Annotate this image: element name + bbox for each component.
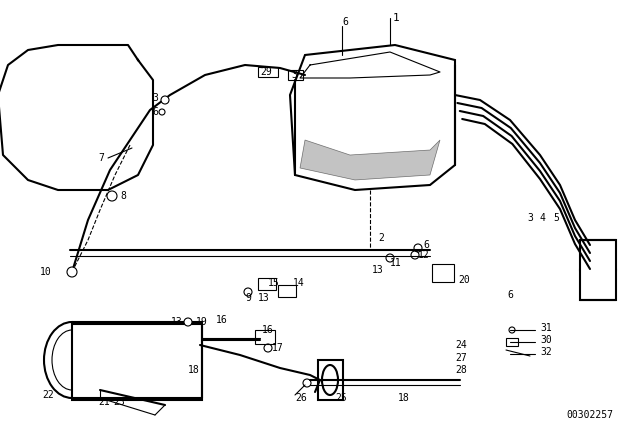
Text: 27: 27 (455, 353, 467, 363)
Text: 20: 20 (458, 275, 470, 285)
Ellipse shape (322, 365, 338, 395)
Bar (72, 324, 202, 400)
Bar (278, 285, 296, 297)
Text: 6: 6 (152, 107, 158, 117)
Text: 6: 6 (423, 240, 429, 250)
Bar (506, 338, 518, 346)
Bar (288, 70, 303, 80)
Text: 28: 28 (455, 365, 467, 375)
Ellipse shape (580, 242, 616, 298)
Text: 26: 26 (295, 393, 307, 403)
Text: 21: 21 (98, 397, 109, 407)
Text: 3: 3 (527, 213, 533, 223)
Text: 18: 18 (188, 365, 200, 375)
Text: 13: 13 (372, 265, 384, 275)
Ellipse shape (44, 322, 100, 398)
Text: 29: 29 (260, 67, 272, 77)
Text: 12: 12 (418, 250, 429, 260)
Text: 18: 18 (398, 393, 410, 403)
Text: 11: 11 (390, 258, 402, 268)
PathPatch shape (300, 140, 440, 180)
Text: 32: 32 (540, 347, 552, 357)
Text: 13: 13 (258, 293, 269, 303)
Circle shape (107, 191, 117, 201)
Text: 7: 7 (98, 153, 104, 163)
Text: 10: 10 (40, 267, 52, 277)
Text: 6: 6 (342, 17, 348, 27)
Text: 22: 22 (42, 390, 54, 400)
Circle shape (67, 267, 77, 277)
Bar (258, 278, 276, 290)
Text: 15: 15 (268, 278, 280, 288)
Bar (258, 67, 278, 77)
Text: 16: 16 (216, 315, 228, 325)
Text: 6: 6 (507, 290, 513, 300)
Text: 30: 30 (540, 335, 552, 345)
Text: 3: 3 (152, 93, 158, 103)
Bar (580, 240, 616, 300)
Text: 8: 8 (120, 191, 126, 201)
PathPatch shape (290, 45, 455, 190)
Bar (318, 360, 343, 400)
Text: 1: 1 (393, 13, 400, 23)
Text: 14: 14 (293, 278, 305, 288)
Text: 00302257: 00302257 (566, 410, 614, 420)
Text: 23: 23 (113, 397, 125, 407)
Circle shape (161, 96, 169, 104)
Text: 9: 9 (245, 293, 251, 303)
Bar (255, 330, 275, 344)
Text: 4: 4 (540, 213, 546, 223)
Text: 5: 5 (553, 213, 559, 223)
Text: 3: 3 (291, 70, 297, 80)
Text: 16: 16 (262, 325, 274, 335)
Text: 17: 17 (272, 343, 284, 353)
Text: 31: 31 (540, 323, 552, 333)
Circle shape (159, 109, 165, 115)
Text: 24: 24 (455, 340, 467, 350)
Text: 25: 25 (335, 393, 347, 403)
Bar (432, 264, 454, 282)
Text: 19: 19 (196, 317, 208, 327)
Circle shape (184, 318, 192, 326)
Text: 2: 2 (378, 233, 384, 243)
Text: 13: 13 (172, 317, 183, 327)
